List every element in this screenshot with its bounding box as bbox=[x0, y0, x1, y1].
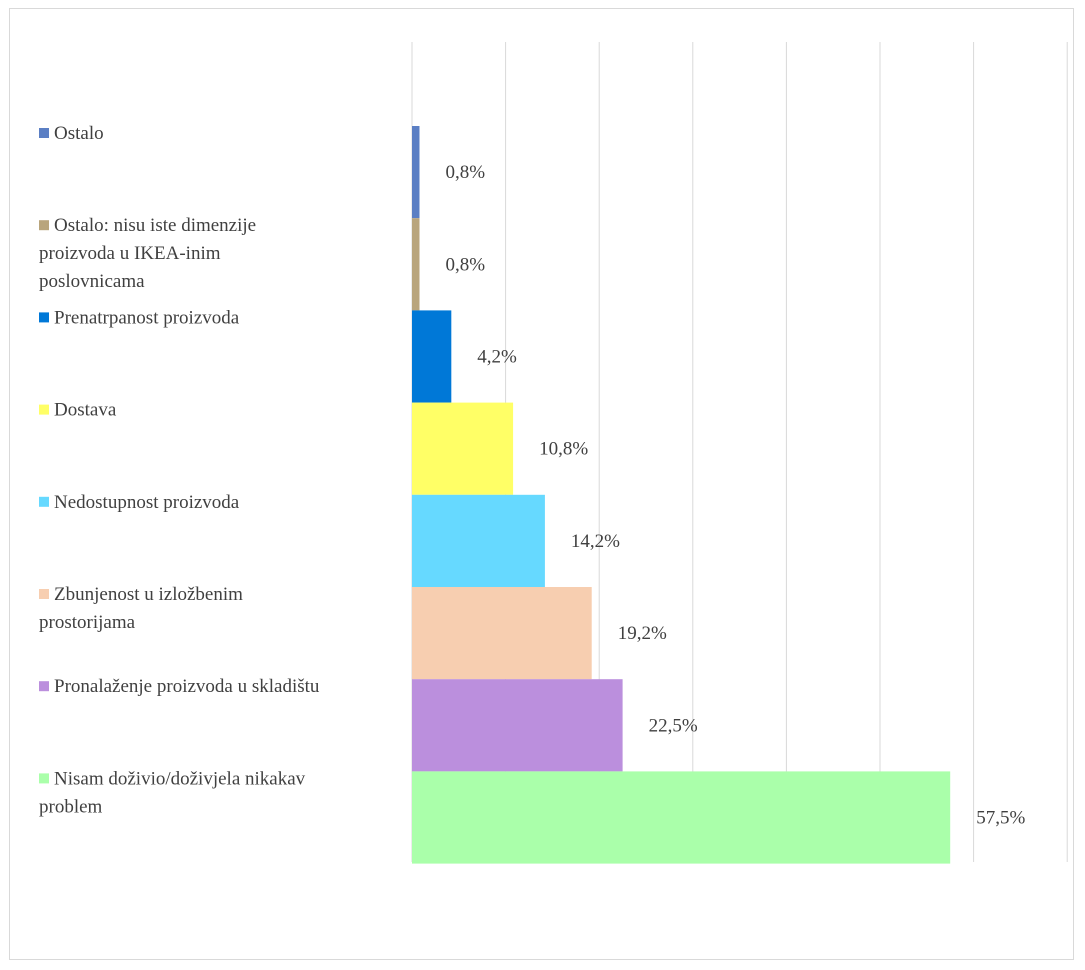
legend-swatch bbox=[39, 589, 49, 599]
legend-label: Zbunjenost u izložbenim bbox=[54, 584, 243, 605]
data-label: 19,2% bbox=[618, 623, 667, 644]
data-label: 14,2% bbox=[571, 531, 620, 552]
legend-label: Nedostupnost proizvoda bbox=[54, 492, 240, 513]
legend-label: problem bbox=[39, 796, 103, 817]
bar bbox=[412, 771, 951, 864]
legend-label: Nisam doživio/doživjela nikakav bbox=[54, 768, 306, 789]
data-label: 22,5% bbox=[649, 715, 698, 736]
bar bbox=[412, 587, 592, 680]
legend-label: proizvoda u IKEA-inim bbox=[39, 243, 221, 264]
legend-label: Ostalo bbox=[54, 123, 104, 144]
legend-label: Prenatrpanost proizvoda bbox=[54, 307, 240, 328]
data-label: 10,8% bbox=[539, 439, 588, 460]
data-label: 4,2% bbox=[477, 347, 517, 368]
legend-label: prostorijama bbox=[39, 612, 136, 633]
legend-label: Dostava bbox=[54, 400, 117, 421]
bar bbox=[412, 310, 452, 403]
bar bbox=[412, 494, 545, 587]
legend-label: Pronalaženje proizvoda u skladištu bbox=[54, 676, 320, 697]
legend-swatch bbox=[39, 220, 49, 231]
bar bbox=[412, 679, 623, 772]
bar bbox=[412, 402, 514, 495]
data-label: 0,8% bbox=[445, 254, 485, 275]
bar bbox=[412, 218, 420, 311]
legend-label: Ostalo: nisu iste dimenzije bbox=[54, 215, 256, 236]
legend-swatch bbox=[39, 312, 49, 323]
legend-swatch bbox=[39, 681, 49, 692]
legend-swatch bbox=[39, 496, 49, 507]
data-label: 57,5% bbox=[976, 808, 1025, 829]
legend-label: poslovnicama bbox=[39, 271, 145, 292]
bar bbox=[412, 126, 420, 219]
data-label: 0,8% bbox=[445, 162, 485, 183]
legend-swatch bbox=[39, 404, 49, 415]
legend-swatch bbox=[39, 128, 49, 138]
legend-swatch bbox=[39, 773, 49, 784]
